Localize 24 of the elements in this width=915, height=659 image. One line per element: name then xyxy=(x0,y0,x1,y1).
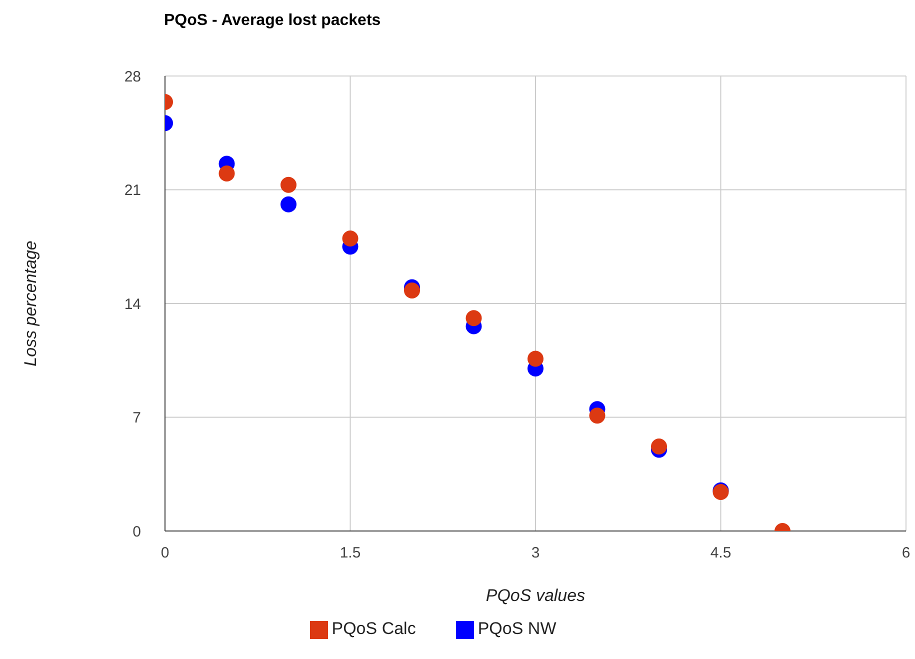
point xyxy=(528,350,544,367)
point xyxy=(280,196,296,212)
chart-title: PQoS - Average lost packets xyxy=(164,12,381,30)
point xyxy=(218,166,235,182)
point xyxy=(404,282,420,298)
y-tick-label: 14 xyxy=(124,296,141,313)
y-tick-label: 28 xyxy=(124,68,141,86)
x-tick-label: 0 xyxy=(160,544,170,562)
legend-label: PQoS NW xyxy=(478,619,556,638)
point xyxy=(280,176,296,193)
point xyxy=(651,438,667,454)
legend-label: PQoS Calc xyxy=(332,619,416,638)
x-tick-label: 1.5 xyxy=(340,544,361,562)
point xyxy=(342,230,358,246)
x-axis-title: PQoS values xyxy=(486,586,586,605)
y-tick-label: 0 xyxy=(132,523,141,540)
point xyxy=(466,310,482,326)
point xyxy=(589,408,606,424)
y-tick-label: 21 xyxy=(124,182,141,200)
y-axis-title: Loss percentage xyxy=(21,240,40,366)
y-tick-label: 7 xyxy=(132,410,141,427)
x-tick-label: 3 xyxy=(531,544,540,562)
x-tick-label: 4.5 xyxy=(710,544,732,562)
x-tick-label: 6 xyxy=(902,544,910,562)
